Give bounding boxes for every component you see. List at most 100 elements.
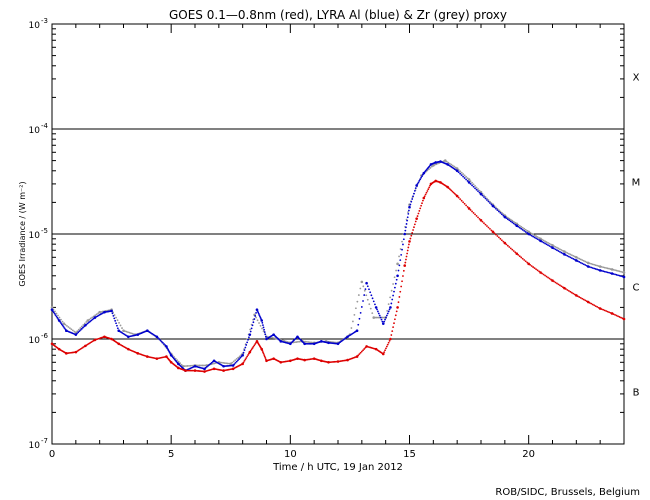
data-point-interp: [557, 247, 560, 250]
data-point-interp: [160, 340, 163, 343]
data-point-interp: [428, 186, 431, 189]
x-axis-ticks: 0 5 10 15 20: [49, 24, 625, 460]
data-point-interp: [514, 251, 517, 254]
series-lyra-al-proxy: [50, 160, 626, 372]
data-point-interp: [521, 257, 524, 260]
data-point-interp: [363, 348, 366, 350]
data-point-interp: [469, 209, 472, 211]
data-point-interp: [566, 252, 569, 254]
data-point-interp: [404, 229, 407, 232]
data-point-interp: [259, 315, 261, 318]
data-point-interp: [569, 290, 572, 293]
data-point-interp: [579, 258, 582, 261]
data-point-interp: [466, 180, 469, 182]
data-point-interp: [263, 354, 266, 356]
data-point-interp: [378, 314, 381, 317]
data-point-interp: [495, 207, 497, 210]
data-point-interp: [489, 200, 491, 203]
data-point-interp: [460, 199, 463, 202]
data-point-interp: [384, 318, 386, 321]
data-point-interp: [600, 269, 603, 272]
data-point-interp: [243, 349, 246, 352]
data-point-interp: [535, 235, 538, 238]
data-point-interp: [535, 268, 538, 271]
data-point-interp: [397, 269, 400, 272]
data-point-interp: [393, 290, 395, 293]
data-point-interp: [493, 232, 496, 235]
data-point-interp: [249, 349, 252, 352]
x-tick-label: 15: [403, 449, 416, 460]
data-point-interp: [520, 225, 523, 228]
data-point-interp: [364, 288, 367, 291]
data-point-interp: [486, 197, 488, 200]
data-point: [622, 275, 626, 279]
data-point-interp: [387, 303, 390, 306]
data-point: [527, 262, 530, 266]
x-axis-label: Time / h UTC, 19 Jan 2012: [272, 462, 403, 473]
data-point-interp: [594, 305, 597, 307]
data-point-interp: [618, 270, 621, 273]
data-point-interp: [90, 319, 93, 322]
flare-class-label-c: C: [633, 283, 640, 294]
data-point-interp: [392, 294, 395, 297]
data-point-interp: [560, 251, 563, 254]
data-point-interp: [556, 246, 558, 249]
data-point: [62, 322, 66, 325]
data-point-interp: [596, 264, 599, 267]
data-point-interp: [505, 217, 508, 220]
data-point-interp: [390, 334, 393, 336]
data-point-interp: [409, 237, 412, 240]
data-point-interp: [532, 266, 535, 268]
data-point-interp: [250, 348, 253, 351]
data-point-interp: [125, 330, 128, 333]
data-point-interp: [305, 340, 308, 343]
data-point-interp: [412, 195, 414, 198]
data-point-interp: [406, 219, 409, 222]
data-point-interp: [231, 361, 234, 364]
data-point-interp: [588, 301, 591, 304]
data-point-interp: [57, 314, 59, 317]
data-point: [403, 264, 407, 267]
data-point-interp: [51, 310, 54, 312]
data-point-interp: [553, 280, 555, 283]
data-point-interp: [581, 259, 584, 262]
data-point-interp: [603, 309, 606, 312]
data-point-interp: [394, 318, 396, 321]
data-point-interp: [245, 344, 248, 346]
data-point-interp: [483, 194, 485, 197]
data-point-interp: [614, 313, 616, 316]
data-point-interp: [463, 202, 466, 205]
data-point-interp: [517, 254, 520, 256]
data-point-interp: [250, 327, 253, 330]
data-point-interp: [60, 322, 62, 324]
data-point-interp: [211, 362, 214, 365]
data-point-interp: [511, 219, 514, 222]
data-point-interp: [502, 214, 505, 217]
data-point-interp: [252, 321, 255, 324]
data-point-interp: [487, 200, 490, 203]
data-point-interp: [612, 273, 615, 275]
data-point-interp: [529, 231, 532, 234]
data-point-interp: [417, 181, 420, 184]
data-point-interp: [386, 343, 389, 346]
data-point-interp: [557, 283, 560, 286]
data-point-interp: [541, 272, 543, 275]
data-point-interp: [591, 303, 594, 306]
data-point: [372, 316, 376, 319]
data-point-interp: [588, 262, 591, 265]
data-point: [86, 319, 90, 322]
data-point-interp: [521, 226, 524, 229]
data-point-interp: [474, 213, 476, 216]
data-point-interp: [509, 220, 512, 223]
data-point-interp: [497, 210, 500, 213]
data-point-interp: [556, 282, 558, 285]
data-point-interp: [459, 172, 462, 175]
data-point-interp: [517, 225, 520, 228]
data-point-interp: [390, 289, 393, 292]
data-point-interp: [477, 216, 479, 219]
data-point-interp: [177, 360, 180, 363]
data-point-interp: [423, 195, 426, 198]
data-point: [503, 215, 507, 219]
data-point-interp: [377, 316, 380, 319]
data-point-interp: [395, 278, 398, 281]
